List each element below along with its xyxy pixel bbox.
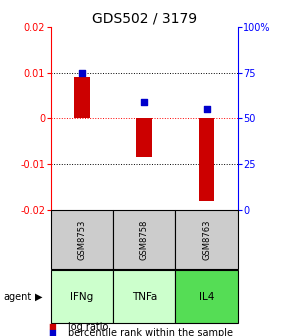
Text: agent: agent (3, 292, 31, 301)
Bar (51, 270, 113, 323)
Text: IFNg: IFNg (70, 292, 94, 301)
Bar (113, 270, 175, 323)
Bar (113, 210, 175, 269)
Text: ▶: ▶ (35, 292, 43, 301)
Text: ■: ■ (48, 328, 56, 336)
Text: TNFa: TNFa (132, 292, 157, 301)
Text: ■: ■ (48, 322, 56, 331)
Bar (137, 119, 152, 157)
Point (204, 107, 209, 112)
Point (79, 70, 84, 75)
Bar (51, 210, 113, 269)
Point (142, 99, 146, 104)
Bar (199, 119, 214, 201)
Text: IL4: IL4 (199, 292, 214, 301)
Text: GSM8763: GSM8763 (202, 219, 211, 260)
Bar (175, 270, 238, 323)
Text: log ratio: log ratio (68, 322, 108, 332)
Bar (175, 210, 238, 269)
Title: GDS502 / 3179: GDS502 / 3179 (92, 12, 197, 26)
Bar (74, 77, 90, 119)
Text: GSM8753: GSM8753 (77, 219, 86, 260)
Text: GSM8758: GSM8758 (140, 219, 149, 260)
Text: percentile rank within the sample: percentile rank within the sample (68, 328, 233, 336)
